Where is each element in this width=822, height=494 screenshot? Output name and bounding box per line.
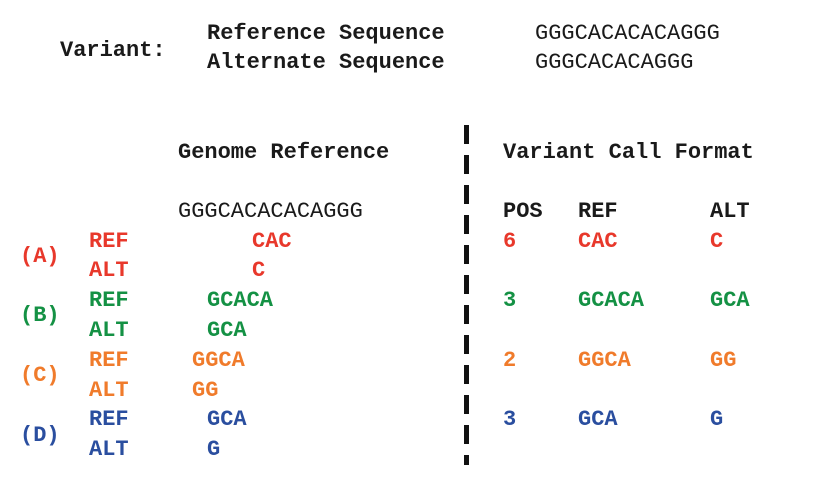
genome-reference-sequence: GGGCACACACAGGG [178,199,363,224]
case-c-ref-label: REF [89,348,129,373]
case-c-alt-seq: GG [192,378,219,403]
case-d-label: (D) [20,423,60,448]
case-b-vcf-pos: 3 [503,288,517,313]
vcf-header-pos: POS [503,199,543,224]
case-a-ref-seq: CAC [252,229,292,254]
reference-sequence-label: Reference Sequence [207,21,445,46]
case-d-vcf-pos: 3 [503,407,517,432]
case-b-ref-seq: GCACA [207,288,274,313]
case-a-alt-label: ALT [89,258,129,283]
case-a-alt-seq: C [252,258,266,283]
case-c-vcf-ref: GGCA [578,348,631,373]
case-c-vcf-pos: 2 [503,348,517,373]
case-d-alt-label: ALT [89,437,129,462]
case-a-vcf-alt: C [710,229,724,254]
case-a-ref-label: REF [89,229,129,254]
case-b-alt-label: ALT [89,318,129,343]
case-b-ref-label: REF [89,288,129,313]
case-a-label: (A) [20,244,60,269]
case-c-label: (C) [20,363,60,388]
vcf-header-alt: ALT [710,199,750,224]
case-d-ref-label: REF [89,407,129,432]
case-d-vcf-alt: G [710,407,724,432]
case-a-vcf-pos: 6 [503,229,517,254]
case-d-vcf-ref: GCA [578,407,618,432]
case-c-vcf-alt: GG [710,348,737,373]
vcf-header-ref: REF [578,199,618,224]
alternate-sequence-value: GGGCACACAGGG [535,50,694,75]
case-b-alt-seq: GCA [207,318,247,343]
vcf-title: Variant Call Format [503,140,754,165]
case-c-ref-seq: GGCA [192,348,245,373]
case-a-vcf-ref: CAC [578,229,618,254]
alternate-sequence-label: Alternate Sequence [207,50,445,75]
case-b-vcf-ref: GCACA [578,288,645,313]
case-d-alt-seq: G [207,437,221,462]
genome-reference-title: Genome Reference [178,140,390,165]
reference-sequence-value: GGGCACACACAGGG [535,21,720,46]
case-b-vcf-alt: GCA [710,288,750,313]
case-d-ref-seq: GCA [207,407,247,432]
variant-label: Variant: [60,38,166,63]
case-b-label: (B) [20,303,60,328]
case-c-alt-label: ALT [89,378,129,403]
dashed-divider [464,125,469,465]
